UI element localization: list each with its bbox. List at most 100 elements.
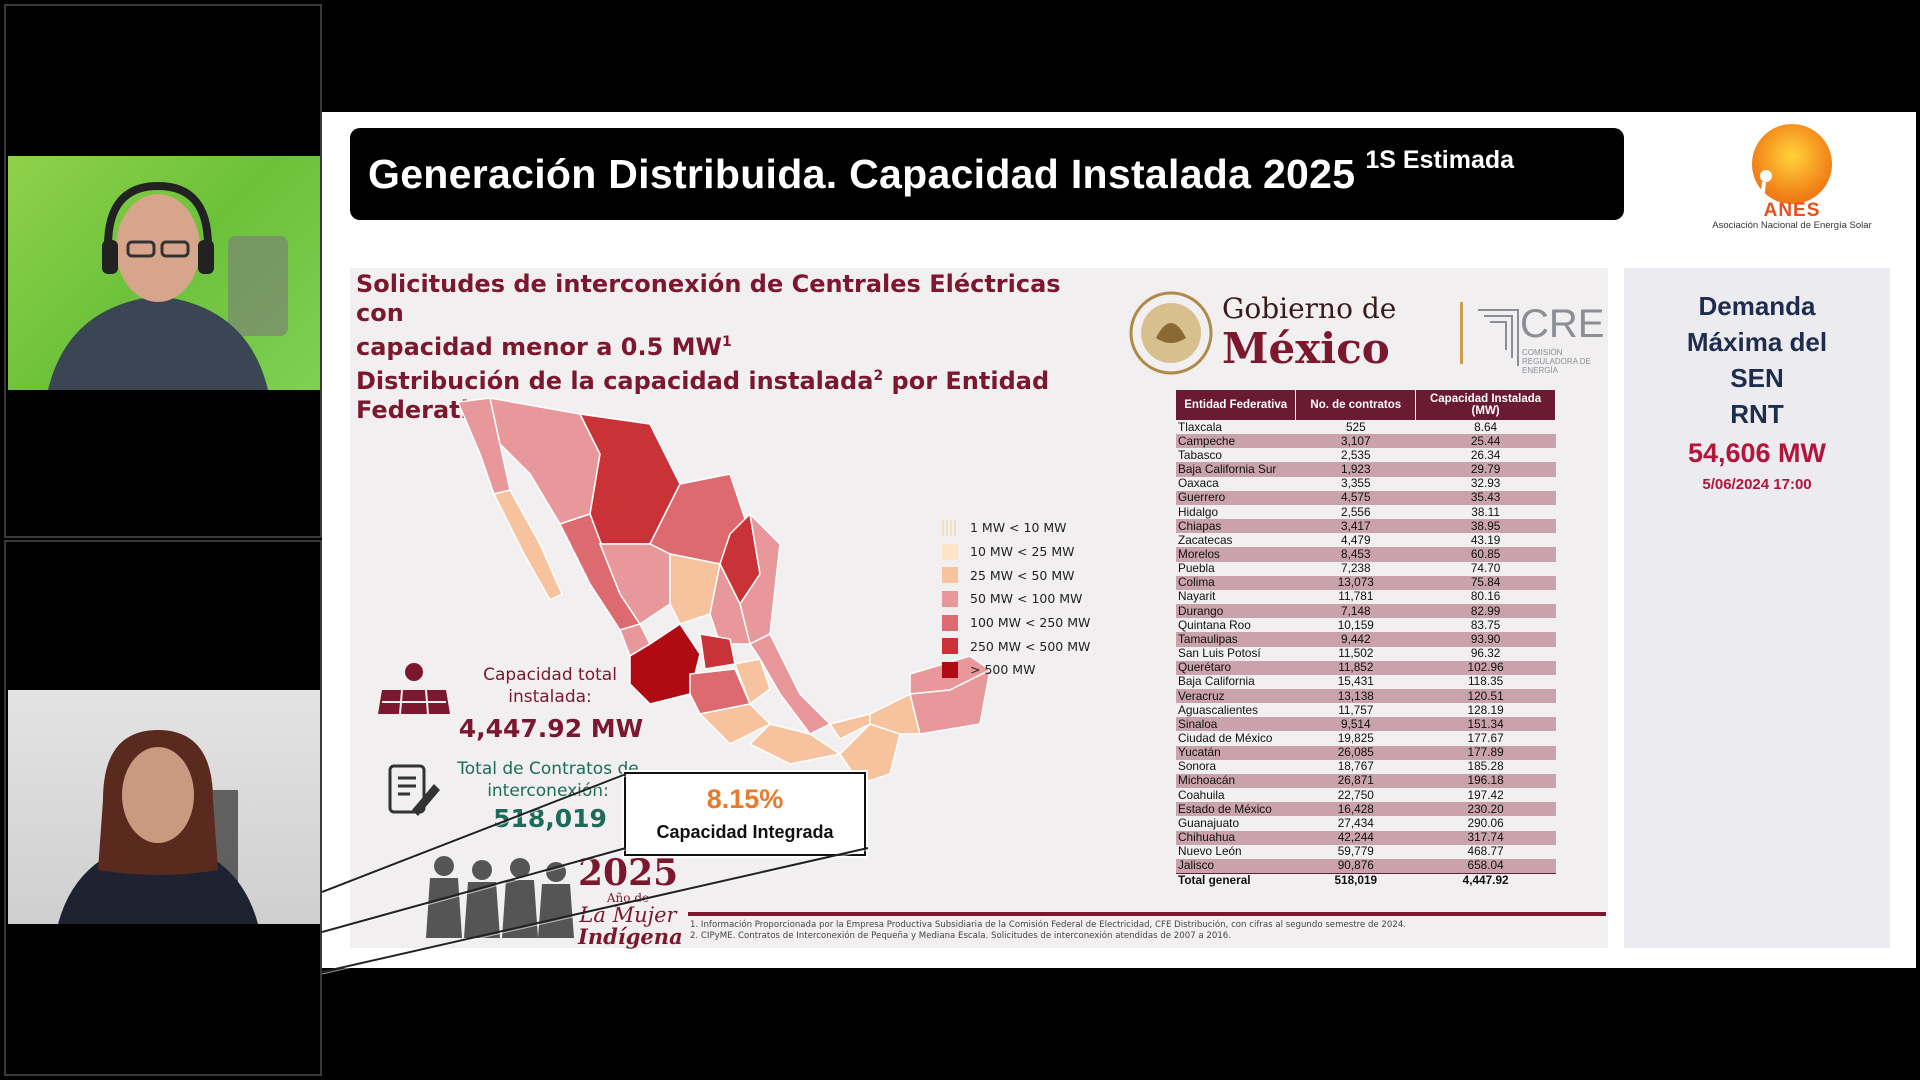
table-cell-capacity: 35.43 (1415, 490, 1556, 505)
table-cell-state: Coahuila (1178, 787, 1225, 802)
table-cell-capacity: 29.79 (1415, 462, 1556, 477)
table-cell-state: Guanajuato (1178, 815, 1240, 830)
heading-line-3: Distribución de la capacidad instalada (356, 367, 874, 395)
table-cell-state: Puebla (1178, 561, 1215, 576)
table-row: Ciudad de México 19,825 177.67 (1176, 731, 1556, 745)
table-cell-contracts: 27,434 (1337, 815, 1374, 830)
table-cell-state: Aguascalientes (1178, 702, 1259, 717)
table-cell-contracts: 2,535 (1341, 447, 1371, 462)
table-cell-contracts: 3,355 (1341, 476, 1371, 491)
table-cell-capacity: 75.84 (1415, 575, 1556, 590)
map-baja-california-sur (492, 489, 563, 601)
table-cell-contracts: 2,556 (1341, 504, 1371, 519)
capacity-by-state-table: Entidad Federativa No. de contratos Capa… (1176, 390, 1556, 888)
table-cell-state: Hidalgo (1178, 504, 1219, 519)
table-cell-capacity: 25.44 (1415, 434, 1556, 449)
table-cell-contracts: 22,750 (1337, 787, 1374, 802)
table-row: Tlaxcala 525 8.64 (1176, 420, 1556, 434)
table-row: Oaxaca 3,355 32.93 (1176, 477, 1556, 491)
table-row: Aguascalientes 11,757 128.19 (1176, 703, 1556, 717)
table-row: Tabasco 2,535 26.34 (1176, 448, 1556, 462)
table-row: Tamaulipas 9,442 93.90 (1176, 632, 1556, 647)
table-row: Hidalgo 2,556 38.11 (1176, 505, 1556, 519)
table-row: Zacatecas 4,479 43.19 (1176, 533, 1556, 547)
table-cell-capacity: 177.89 (1415, 745, 1556, 760)
contracts-total-label: Total de Contratos de interconexión: (457, 759, 639, 801)
table-cell-state: San Luis Potosí (1178, 646, 1261, 661)
table-cell-contracts: 3,107 (1295, 434, 1416, 449)
table-row: Colima 13,073 75.84 (1176, 575, 1556, 590)
gobierno-mexico-logo: Gobierno de México (1126, 288, 1426, 378)
table-total-row: Total general 518,019 4,447.92 (1176, 872, 1556, 888)
legend-swatch (942, 567, 958, 584)
footnotes: 1. Información Proporcionada por la Empr… (690, 920, 1590, 942)
mexico-text: México (1222, 324, 1390, 373)
table-header-state: Entidad Federativa (1176, 390, 1297, 420)
integrated-capacity-callout: 8.15% Capacidad Integrada (624, 772, 866, 856)
table-cell-state: Sonora (1178, 759, 1217, 774)
table-cell-contracts: 9,442 (1295, 632, 1416, 647)
table-cell-contracts: 7,238 (1341, 561, 1371, 576)
table-cell-contracts: 8,453 (1295, 547, 1416, 562)
table-row: Nuevo León 59,779 468.77 (1176, 845, 1556, 859)
map-oaxaca (748, 723, 842, 765)
table-cell-capacity: 82.99 (1415, 604, 1556, 619)
participant-tile-1[interactable] (4, 4, 322, 538)
participant-video-2 (8, 690, 320, 924)
capacity-total-label: Capacidad total instalada: (483, 665, 617, 707)
table-cell-capacity: 8.64 (1474, 419, 1498, 434)
table-cell-contracts: 10,159 (1337, 617, 1374, 632)
shared-slide: Generación Distribuida. Capacidad Instal… (322, 112, 1916, 968)
table-total-label: Total general (1176, 872, 1296, 888)
table-cell-contracts: 1,923 (1295, 462, 1416, 477)
legend-label: 250 MW < 500 MW (970, 638, 1091, 654)
map-quintana-roo (909, 668, 992, 735)
legend-label: 10 MW < 25 MW (970, 544, 1075, 560)
table-row: Guanajuato 27,434 290.06 (1176, 816, 1556, 830)
table-row: Sinaloa 9,514 151.34 (1176, 717, 1556, 732)
table-row: San Luis Potosí 11,502 96.32 (1176, 647, 1556, 661)
year-badge: 2025 Año de La Mujer Indígena (578, 852, 683, 949)
table-cell-capacity: 197.42 (1467, 787, 1504, 802)
heading-line-1: Solicitudes de interconexión de Centrale… (356, 270, 1061, 327)
cre-logo: CRE COMISIÓN REGULADORA DE ENERGÍA (1476, 302, 1616, 382)
table-cell-capacity: 83.75 (1470, 617, 1501, 632)
slide-title-superscript: 1S Estimada (1365, 145, 1515, 174)
anes-full-name: Asociación Nacional de Energía Solar (1712, 220, 1872, 231)
year-line-2: Indígena (578, 924, 683, 949)
table-cell-state: Sinaloa (1176, 717, 1296, 732)
legend-item: 25 MW < 50 MW (942, 563, 1122, 587)
legend-swatch (942, 638, 958, 655)
table-row: Querétaro 11,852 102.96 (1176, 660, 1556, 675)
max-demand-panel: Demanda Máxima del SEN RNT 54,606 MW 5/0… (1624, 268, 1890, 948)
map-guanajuato (699, 633, 736, 670)
integrated-capacity-label: Capacidad Integrada (656, 822, 834, 842)
table-cell-contracts: 11,781 (1338, 589, 1374, 604)
table-cell-capacity: 290.06 (1467, 815, 1504, 830)
table-cell-contracts: 4,479 (1341, 532, 1371, 547)
cre-emblem-icon (1478, 309, 1519, 366)
table-cell-contracts: 90,876 (1295, 859, 1416, 873)
table-row: Yucatán 26,085 177.89 (1176, 745, 1556, 760)
indigenous-women-illustration (426, 856, 574, 938)
table-cell-capacity: 196.18 (1415, 773, 1556, 789)
table-cell-capacity: 118.35 (1467, 674, 1504, 689)
table-cell-contracts: 11,852 (1295, 660, 1416, 675)
cre-wordmark: CRE (1520, 302, 1605, 346)
legend-swatch (942, 614, 958, 631)
legend-item: 1 MW < 10 MW (942, 516, 1122, 540)
participant-tile-2[interactable] (4, 540, 322, 1076)
slide-title-bar: Generación Distribuida. Capacidad Instal… (350, 128, 1624, 220)
legend-item: 100 MW < 250 MW (942, 611, 1122, 635)
table-cell-contracts: 525 (1345, 419, 1366, 434)
table-cell-capacity: 74.70 (1470, 561, 1501, 576)
contract-document-icon (388, 764, 440, 816)
table-cell-contracts: 13,138 (1295, 688, 1416, 704)
table-cell-capacity: 102.96 (1415, 660, 1556, 675)
year-number: 2025 (578, 852, 679, 894)
legend-label: 50 MW < 100 MW (970, 591, 1083, 607)
max-demand-title: Demanda Máxima del SEN RNT (1624, 288, 1890, 432)
table-row: Baja California Sur 1,923 29.79 (1176, 462, 1556, 477)
table-cell-state: Oaxaca (1178, 476, 1219, 491)
table-cell-state: Zacatecas (1178, 532, 1233, 547)
